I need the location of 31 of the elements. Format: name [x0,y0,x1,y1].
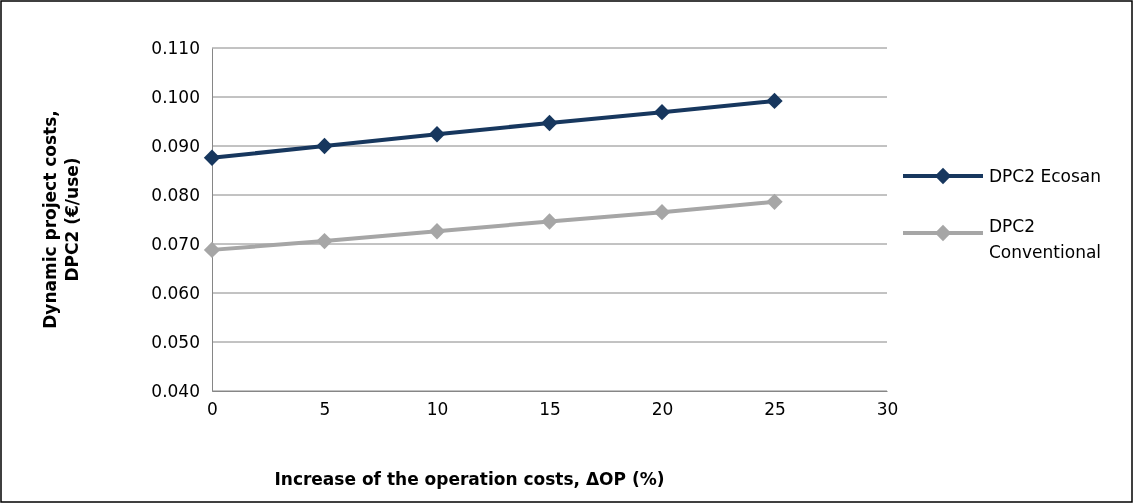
x-tick-label: 10 [426,399,449,420]
x-tick-label: 0 [207,399,218,420]
y-tick-label: 0.060 [151,282,200,303]
legend-label: DPC2 Conventional [989,216,1102,262]
point [428,223,446,240]
y-tick-label: 0.040 [151,380,200,401]
point [541,213,558,230]
point [766,92,783,110]
point [541,114,558,132]
point [428,126,446,143]
point [316,137,333,155]
legend-label: DPC2 Ecosan [989,166,1101,186]
point [766,193,783,211]
y-tick-label: 0.110 [151,37,200,58]
x-tick-label: 20 [651,399,674,420]
y-tick-label: 0.070 [151,233,200,254]
y-tick-label: 0.090 [151,135,200,156]
point [316,232,333,250]
x-tick-label: 15 [539,399,561,420]
point [203,149,221,166]
y-tick-label: 0.080 [151,184,200,205]
point [203,241,221,259]
y-axis-title: Dynamic project costs, DPC2 (€/use) [40,110,82,329]
y-tick-label: 0.100 [151,86,200,107]
x-tick-label: 30 [876,399,899,420]
point [653,104,671,121]
x-axis-title: Increase of the operation costs, ΔOP (%) [274,469,665,489]
y-tick-label: 0.050 [151,331,200,352]
x-tick-label: 5 [319,399,331,420]
x-tick-label: 25 [764,399,786,420]
point [653,203,671,221]
